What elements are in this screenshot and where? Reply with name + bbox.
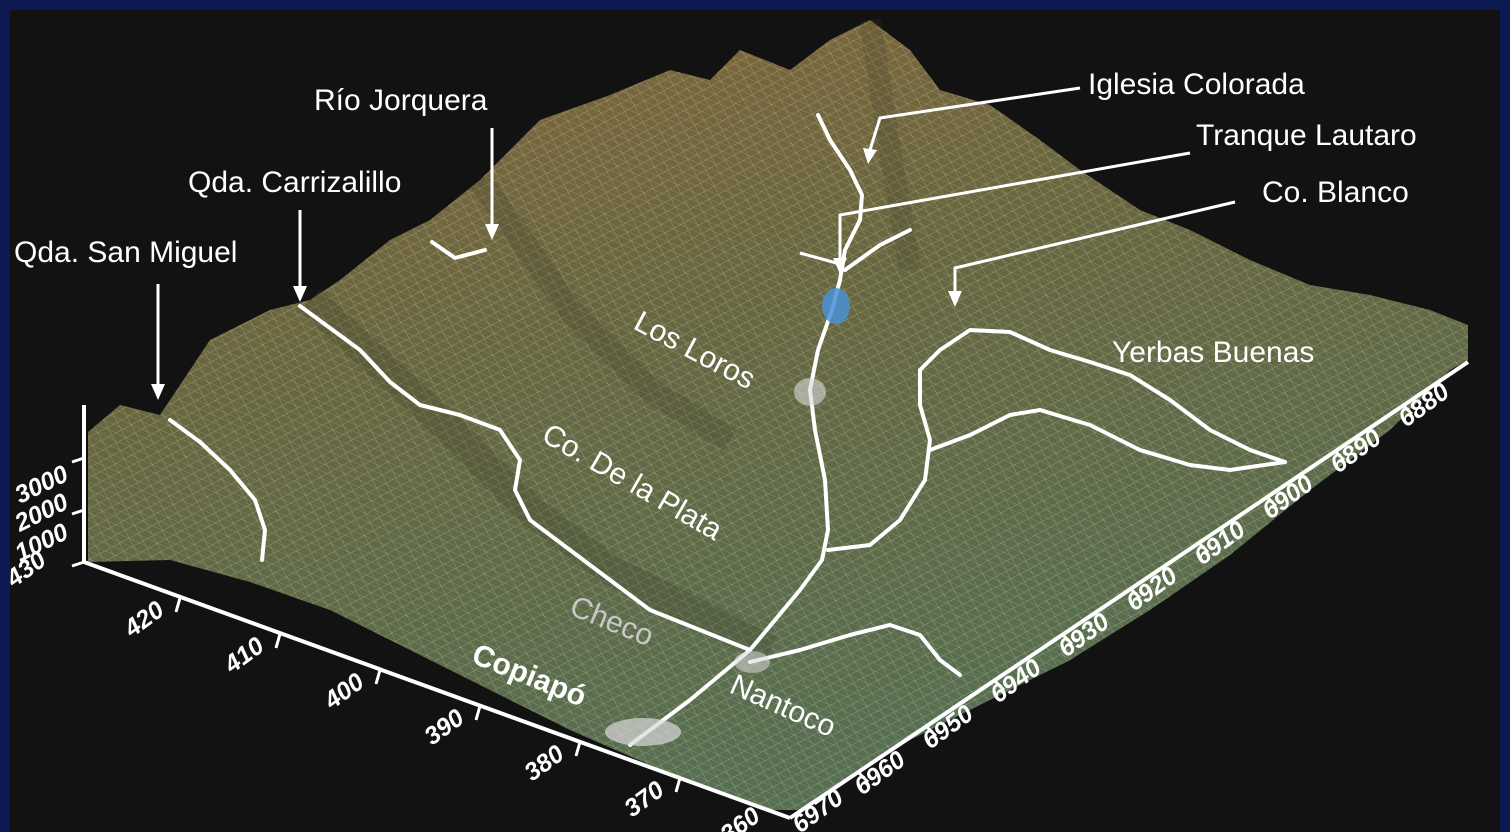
river-network <box>168 113 1287 747</box>
arrow-head-san-miguel <box>151 384 165 400</box>
arrow-head-carrizalillo <box>293 286 307 302</box>
label-qda-carrizalillo: Qda. Carrizalillo <box>188 166 401 199</box>
label-yerbas-buenas: Yerbas Buenas <box>1112 336 1314 369</box>
west-axis-line <box>83 560 791 820</box>
arrow-head-iglesia <box>863 148 877 164</box>
copiapo-marker <box>605 718 681 746</box>
west-axis-tick: 410 <box>218 632 269 680</box>
river-qda-carrizalillo <box>298 304 752 652</box>
tranque-lautaro-reservoir <box>822 288 850 324</box>
axis-tick-marks <box>71 402 1414 793</box>
west-axis-tick: 400 <box>318 668 369 716</box>
west-axis-tick: 420 <box>118 596 169 644</box>
north-axis-line <box>788 360 1470 820</box>
terrain-svg: 3000 2000 1000 430 420 410 400 390 380 3… <box>10 18 1470 832</box>
terrain-map: 3000 2000 1000 430 420 410 400 390 380 3… <box>10 10 1500 832</box>
label-rio-jorquera: Río Jorquera <box>314 84 488 117</box>
river-rio-jorquera <box>430 240 487 260</box>
west-axis-tick: 390 <box>419 704 469 751</box>
label-co-blanco: Co. Blanco <box>1262 176 1409 209</box>
arrow-head-tranque <box>833 258 847 274</box>
river-nantoco-branch <box>748 623 962 677</box>
nantoco-marker <box>734 651 770 673</box>
west-axis-tick: 370 <box>619 776 669 823</box>
axis-lines <box>82 360 1470 820</box>
label-tranque-lautaro: Tranque Lautaro <box>1196 119 1417 152</box>
pointer-arrows <box>156 86 1236 388</box>
arrow-head-jorquera <box>485 224 499 240</box>
river-copiapo-main <box>628 113 864 747</box>
arrow-head-co-blanco <box>948 291 962 307</box>
river-yerbas-buenas <box>826 328 1287 552</box>
los-loros-marker <box>794 378 826 406</box>
river-yerbas-branch <box>928 408 1287 472</box>
river-branch-east <box>843 228 912 272</box>
west-axis-tick: 380 <box>519 740 569 787</box>
label-qda-san-miguel: Qda. San Miguel <box>14 236 237 269</box>
label-iglesia-colorada: Iglesia Colorada <box>1088 68 1305 101</box>
river-qda-san-miguel <box>168 418 267 562</box>
